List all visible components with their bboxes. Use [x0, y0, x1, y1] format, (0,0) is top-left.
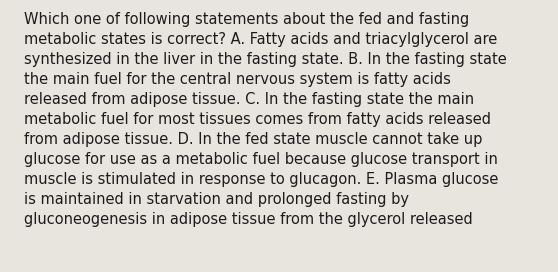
Text: Which one of following statements about the fed and fasting
metabolic states is : Which one of following statements about … — [24, 12, 507, 227]
